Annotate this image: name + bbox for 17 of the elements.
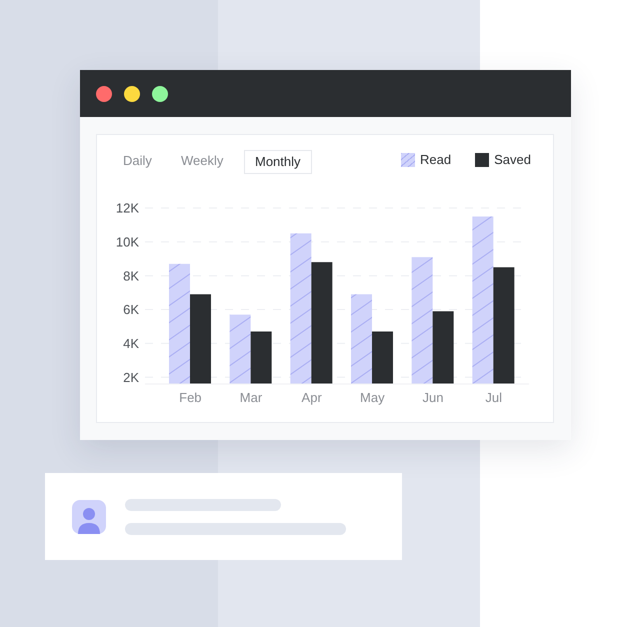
x-tick-label: Jun xyxy=(422,390,444,406)
tab-button[interactable]: Monthly xyxy=(244,150,312,174)
y-tick-label: 4K xyxy=(123,336,140,351)
x-tick-label: May xyxy=(360,390,386,406)
tab-button[interactable]: Weekly xyxy=(181,150,224,172)
y-tick-label: 6K xyxy=(123,302,140,318)
y-tick-label: 10K xyxy=(116,234,140,250)
y-tick-label: 8K xyxy=(123,268,140,284)
x-tick-label: Feb xyxy=(179,390,202,406)
legend-label: Saved xyxy=(494,152,531,167)
x-tick-label: Jul xyxy=(485,390,502,406)
x-tick-label: Mar xyxy=(240,390,263,406)
x-tick-label: Apr xyxy=(302,390,322,406)
y-tick-label: 2K xyxy=(123,370,140,385)
legend-label: Read xyxy=(420,152,452,167)
y-tick-label: 12K xyxy=(116,200,140,216)
tab-button[interactable]: Daily xyxy=(123,150,152,172)
